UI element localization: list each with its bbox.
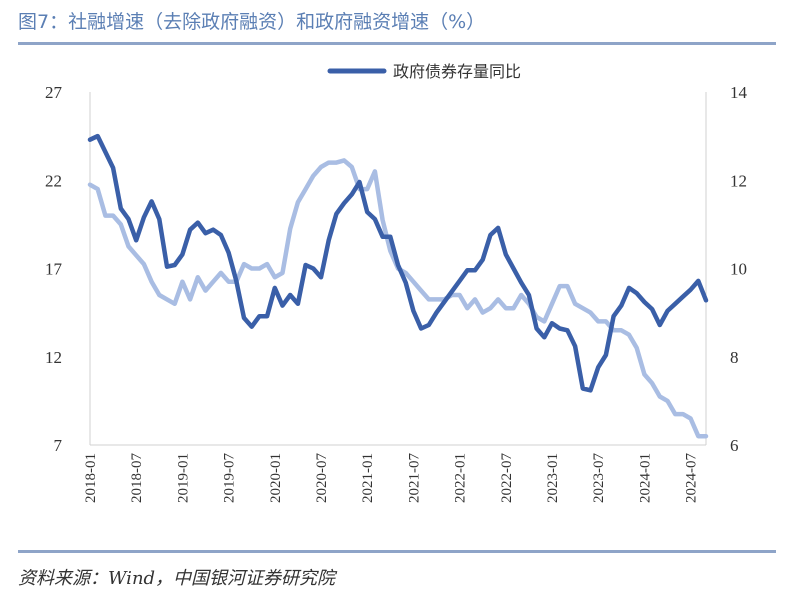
x-tick-label: 2020-07 (314, 453, 330, 503)
x-tick-label: 2021-01 (360, 453, 376, 503)
x-tick-label: 2020-01 (268, 453, 284, 503)
legend-label: 政府债券存量同比 (393, 62, 521, 81)
top-rule (18, 42, 776, 45)
x-tick-label: 2023-07 (591, 453, 607, 503)
x-tick-label: 2021-07 (406, 453, 422, 503)
left-tick-label: 7 (54, 436, 63, 455)
x-tick-label: 2018-07 (129, 453, 145, 503)
legend-layer: 政府债券存量同比 (327, 62, 521, 81)
x-tick-label: 2022-01 (453, 453, 469, 503)
series-line-tsf-ex-government (87, 133, 709, 393)
axes-layer: 7 12 17 22 27 6 8 10 12 14 2018-01 2018-07 2019-01 20… (45, 83, 748, 503)
left-tick-label: 22 (45, 171, 62, 190)
bottom-rule (18, 550, 776, 553)
right-tick-label: 14 (730, 83, 748, 102)
x-tick-label: 2024-01 (637, 453, 653, 503)
series-line-government-bond (87, 158, 709, 439)
x-tick-label: 2024-07 (684, 453, 700, 503)
left-tick-label: 27 (45, 83, 63, 102)
right-tick-label: 12 (730, 171, 747, 190)
x-tick-label: 2023-01 (545, 453, 561, 503)
chart-title: 图7：社融增速（去除政府融资）和政府融资增速（%） (18, 11, 486, 33)
x-tick-label: 2022-07 (499, 453, 515, 503)
right-tick-label: 10 (730, 260, 747, 279)
left-tick-label: 12 (45, 348, 62, 367)
right-tick-label: 8 (730, 348, 739, 367)
x-tick-label: 2019-07 (222, 453, 238, 503)
x-tick-label: 2019-01 (175, 453, 191, 503)
source-note: 资料来源：Wind，中国银河证券研究院 (18, 568, 336, 589)
right-tick-label: 6 (730, 436, 739, 455)
series-layer (87, 133, 709, 439)
x-tick-label: 2018-01 (83, 453, 99, 503)
left-tick-label: 17 (45, 260, 63, 279)
